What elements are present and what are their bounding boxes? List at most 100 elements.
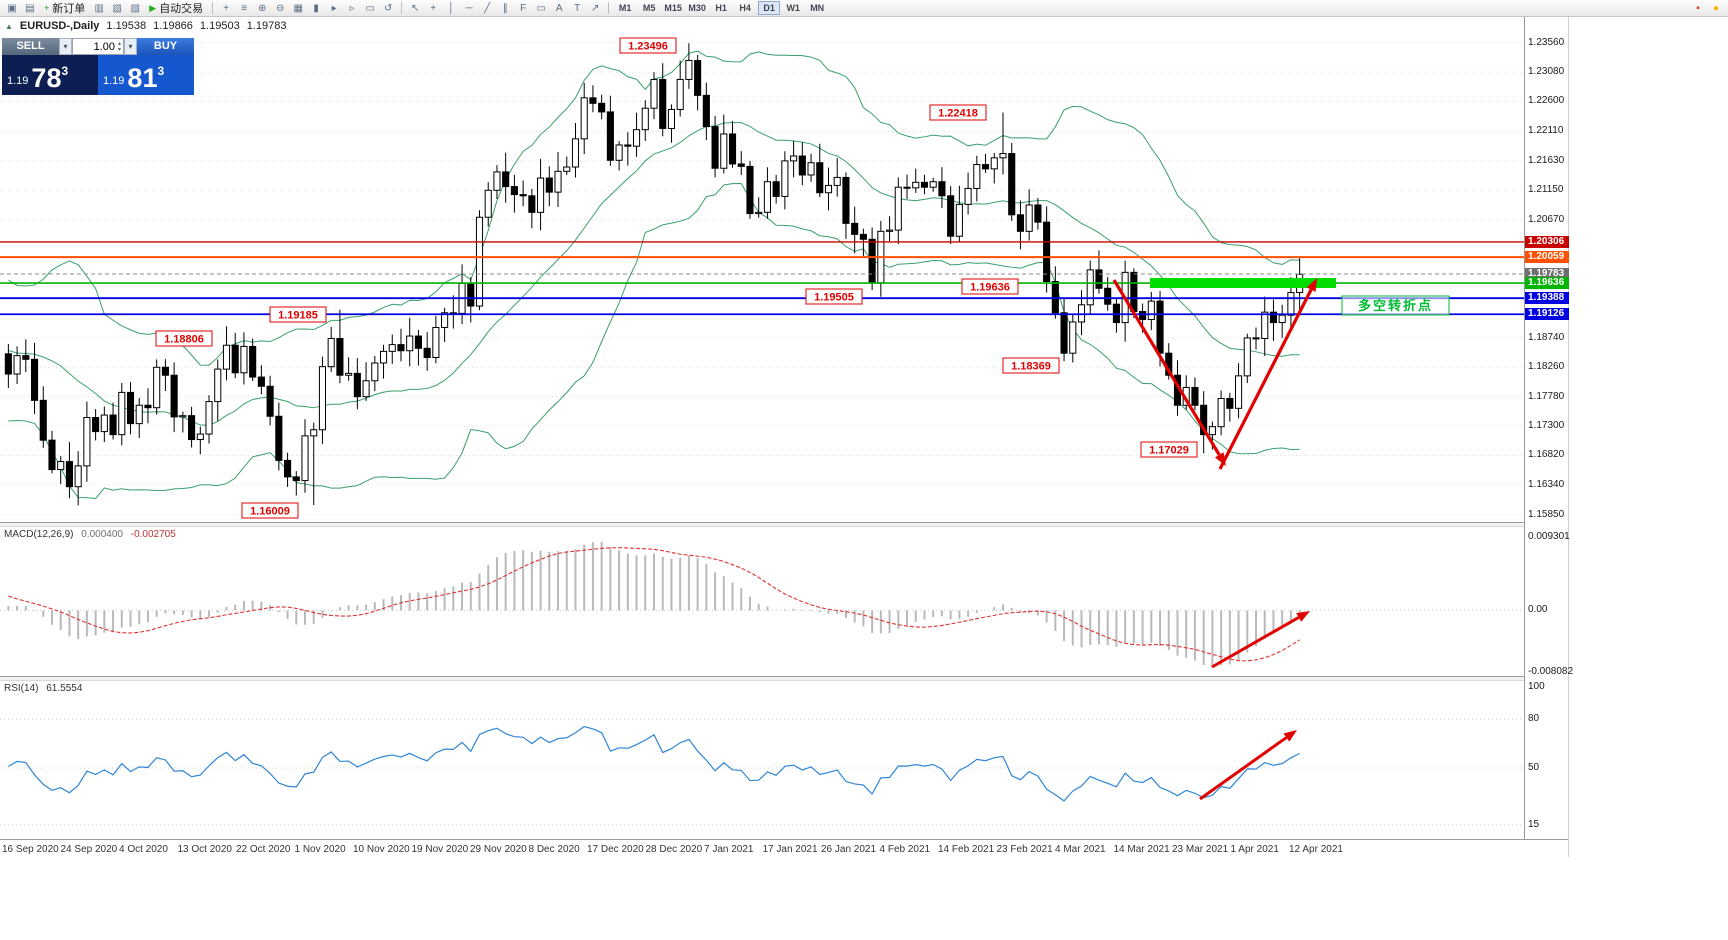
panel-splitter[interactable] — [0, 522, 1568, 527]
trendline-icon[interactable]: ╱ — [484, 2, 491, 14]
date-label: 28 Dec 2020 — [645, 844, 703, 855]
price-annotation-text: 1.18806 — [164, 334, 204, 346]
price-annotation-box[interactable] — [961, 278, 1019, 295]
quote-row: 1.19 78 3 1.19 81 3 — [2, 55, 194, 95]
timeframe-w1-button[interactable]: W1 — [786, 3, 800, 13]
buy-quote[interactable]: 1.19 81 3 — [98, 55, 194, 95]
periods-icon[interactable]: ≡ — [241, 2, 248, 14]
indicators-icon[interactable]: + — [223, 2, 230, 14]
price-annotation-box[interactable] — [929, 104, 987, 121]
arrows-tool-icon[interactable]: ↗ — [590, 2, 600, 14]
time-axis[interactable]: 16 Sep 2020 24 Sep 2020 4 Oct 2020 13 Oct 2… — [0, 839, 1568, 857]
autoscroll-icon[interactable]: ▸ — [331, 2, 337, 14]
trend-arrows[interactable] — [1112, 278, 1317, 470]
volume-step-down-icon[interactable]: ▾ — [117, 46, 121, 53]
price-annotations[interactable]: 1.23496 1.22418 1.19505 1.19636 1.19185 1.188… — [155, 37, 1198, 519]
crosshair-icon[interactable]: + — [430, 2, 437, 14]
ohlc-high: 1.19866 — [153, 20, 193, 32]
chart-shift-icon[interactable]: ▹ — [349, 2, 355, 14]
rsi-panel[interactable] — [0, 681, 1524, 839]
price-annotation-box[interactable] — [619, 37, 677, 54]
fibonacci-icon[interactable]: F — [520, 2, 527, 14]
refresh-icon[interactable]: ↺ — [383, 2, 393, 14]
templates-icon[interactable]: ▭ — [365, 2, 375, 14]
price-annotation-box[interactable] — [241, 502, 299, 519]
sell-price-big: 78 — [31, 63, 62, 93]
date-label: 29 Nov 2020 — [470, 844, 527, 855]
main-price-chart[interactable]: 1.23496 1.22418 1.19505 1.19636 1.19185 1.188… — [0, 17, 1524, 522]
top-toolbar: ▣ ▤ + 新订单 ▥ ▧ ▨ ▶ 自动交易 + ≡ ⊕ ⊖ ▦ ▮ ▸ ▹ ▭ ↺ ↖ + │ ─ ╱ ∥ F ▭ A T ↗ M1 M5 M… — [0, 0, 1728, 17]
navigator-icon[interactable]: ▨ — [130, 2, 140, 14]
text-icon[interactable]: A — [555, 2, 563, 14]
red-arrow[interactable] — [1218, 278, 1317, 470]
volume-stepper[interactable]: ▴ ▾ — [118, 41, 121, 53]
timeframe-mn-button[interactable]: MN — [810, 3, 825, 13]
tile-windows-icon[interactable]: ▦ — [293, 2, 303, 14]
price-tick-label: 1.22600 — [1528, 95, 1565, 107]
buy-button[interactable]: BUY — [137, 38, 194, 55]
price-tick-label: 1.21150 — [1528, 184, 1564, 196]
price-annotation-text: 1.22418 — [938, 108, 978, 120]
data-window-icon[interactable]: ▧ — [112, 2, 122, 14]
timeframe-h1-button[interactable]: H1 — [715, 3, 727, 13]
sell-quote[interactable]: 1.19 78 3 — [2, 55, 98, 95]
price-annotation-box[interactable] — [1002, 357, 1060, 374]
channel-icon[interactable]: ∥ — [502, 2, 508, 14]
market-watch-icon[interactable]: ▥ — [94, 2, 104, 14]
bar-chart-mode-icon[interactable]: ▮ — [313, 2, 319, 14]
price-annotation-box[interactable] — [269, 306, 327, 323]
new-chart-icon[interactable]: ▣ — [7, 2, 17, 14]
macd-signal-value: -0.002705 — [130, 529, 176, 540]
sell-price-sup: 3 — [61, 64, 69, 78]
vertical-line-icon[interactable]: │ — [448, 2, 455, 14]
notify-yellow-icon[interactable]: ● — [1712, 2, 1720, 14]
price-tick-label: 1.17780 — [1528, 390, 1565, 402]
price-annotation-box[interactable] — [805, 288, 863, 305]
candles — [4, 43, 1304, 506]
timeframe-d1-button[interactable]: D1 — [758, 1, 781, 15]
note-box[interactable] — [1341, 295, 1450, 316]
price-annotation-box[interactable] — [1140, 441, 1198, 458]
red-arrow[interactable] — [1199, 730, 1297, 801]
macd-main-value: 0.000400 — [81, 529, 123, 540]
auto-trading-button[interactable]: ▶ 自动交易 — [144, 1, 208, 16]
rsi-scale-label: 100 — [1528, 681, 1545, 692]
alert-red-icon[interactable]: ▪ — [1696, 2, 1700, 14]
sell-button[interactable]: SELL — [2, 38, 59, 55]
window-edge — [1568, 17, 1569, 857]
date-label: 7 Jan 2021 — [704, 844, 754, 855]
red-arrow[interactable] — [1112, 279, 1226, 466]
toolbar-separator — [212, 2, 214, 14]
timeframe-m5-button[interactable]: M5 — [642, 3, 656, 13]
buy-options-caret-icon[interactable]: ▾ — [124, 38, 137, 55]
zoom-out-icon[interactable]: ⊖ — [275, 2, 285, 14]
shapes-icon[interactable]: ▭ — [536, 2, 546, 14]
price-annotation-text: 1.18369 — [1011, 361, 1051, 373]
panel-splitter[interactable] — [0, 676, 1568, 681]
macd-scale-zero: 0.00 — [1528, 604, 1548, 616]
timeframe-m15-button[interactable]: M15 — [664, 3, 682, 13]
timeframe-h4-button[interactable]: H4 — [739, 3, 751, 13]
timeframe-m1-button[interactable]: M1 — [618, 3, 632, 13]
chart-list-icon[interactable]: ▤ — [25, 2, 35, 14]
timeframe-m30-button[interactable]: M30 — [688, 3, 706, 13]
horizontal-line-icon[interactable]: ─ — [465, 2, 473, 14]
zoom-in-icon[interactable]: ⊕ — [257, 2, 267, 14]
date-label: 1 Nov 2020 — [294, 844, 346, 855]
price-annotation-text: 1.19636 — [970, 282, 1010, 294]
price-badge-label: 1.19126 — [1525, 308, 1569, 321]
macd-panel[interactable] — [0, 527, 1524, 676]
red-arrow[interactable] — [1211, 611, 1310, 669]
price-annotation-box[interactable] — [155, 330, 213, 347]
text-label-icon[interactable]: T — [574, 2, 581, 14]
volume-step-up-icon[interactable]: ▴ — [117, 40, 121, 47]
price-scale[interactable]: 1.23560 1.23080 1.22600 1.22110 1.21630 1.211… — [1524, 17, 1573, 839]
sell-options-caret-icon[interactable]: ▾ — [59, 38, 72, 55]
volume-input[interactable]: 1.00 ▴ ▾ — [72, 38, 124, 55]
rsi-name: RSI(14) — [4, 683, 39, 694]
support-highlight-bar[interactable] — [1150, 278, 1336, 288]
price-tick-label: 1.23560 — [1528, 36, 1565, 48]
new-order-button[interactable]: + 新订单 — [39, 1, 90, 16]
price-annotation-text: 1.19505 — [814, 292, 854, 304]
cursor-icon[interactable]: ↖ — [410, 2, 420, 14]
